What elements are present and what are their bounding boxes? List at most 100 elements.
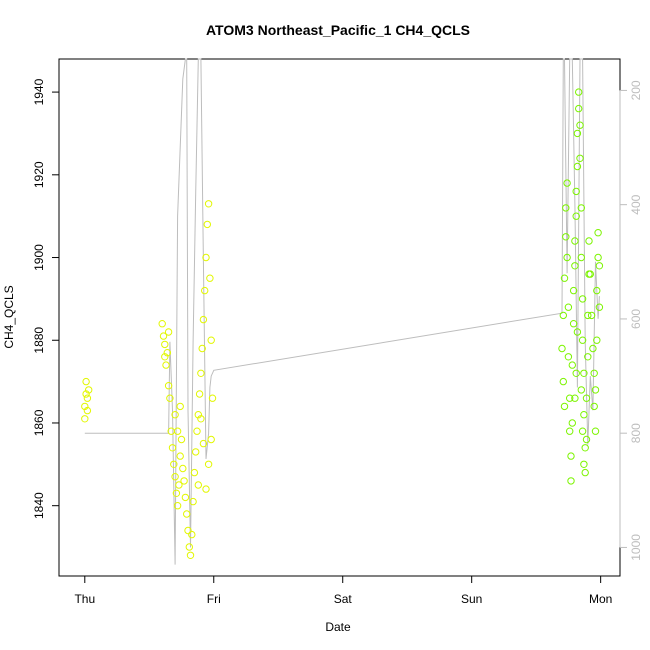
altitude-layer [84, 58, 600, 565]
data-point [581, 468, 589, 477]
data-point [572, 212, 580, 220]
data-point [202, 485, 210, 493]
data-point [204, 200, 213, 208]
x-axis-label: Date [325, 620, 351, 634]
data-point [590, 402, 598, 411]
data-point [594, 253, 602, 262]
data-point [193, 427, 201, 435]
data-point [184, 526, 192, 535]
data-point [568, 419, 576, 427]
data-point [85, 386, 93, 394]
data-point [176, 452, 184, 460]
data-point [571, 394, 579, 402]
data-point [572, 187, 580, 196]
data-point [194, 411, 203, 419]
y2-tick-label: 1000 [629, 534, 643, 561]
data-point [192, 448, 200, 456]
data-point [566, 427, 574, 435]
data-point [571, 262, 579, 270]
data-point [559, 377, 567, 386]
data-point [162, 361, 170, 369]
data-point [83, 394, 92, 402]
chart-title: ATOM3 Northeast_Pacific_1 CH4_QCLS [206, 22, 470, 38]
data-point [590, 369, 598, 377]
y-axis: 1840 1860 1880 1900 1920 1940 [32, 78, 60, 519]
data-point [580, 369, 588, 377]
altitude-line [84, 58, 600, 565]
data-point [82, 377, 90, 386]
data-point [179, 464, 187, 473]
data-point [180, 477, 188, 485]
points-layer [81, 88, 604, 559]
data-point [194, 481, 203, 489]
data-point [171, 411, 179, 419]
data-point [560, 402, 569, 411]
data-point [176, 402, 184, 411]
data-point [577, 253, 585, 262]
data-point [170, 460, 178, 468]
y2-axis: 200 400 600 800 1000 [619, 80, 643, 561]
data-point [163, 349, 172, 357]
data-point [173, 502, 182, 510]
data-point [161, 353, 169, 361]
data-point [197, 369, 205, 377]
y-axis-label: CH4_QCLS [2, 285, 16, 348]
data-point [563, 179, 571, 187]
y-tick-label: 1940 [32, 78, 46, 105]
data-point [571, 237, 579, 245]
y2-tick-label: 400 [629, 194, 643, 214]
data-point [595, 303, 604, 311]
data-point [189, 497, 197, 506]
data-point [201, 286, 209, 295]
data-point [185, 543, 194, 551]
data-point [586, 270, 594, 278]
data-point [567, 477, 575, 485]
data-point [164, 328, 173, 336]
data-point [576, 121, 584, 129]
data-point [186, 551, 195, 559]
data-point [580, 460, 588, 468]
data-point [564, 303, 573, 311]
data-point [577, 204, 585, 212]
data-point [175, 481, 183, 489]
data-point [161, 340, 169, 349]
y2-tick-label: 200 [629, 80, 643, 100]
data-point [202, 253, 210, 262]
data-point [195, 390, 204, 398]
data-point [584, 311, 592, 320]
data-point [562, 204, 570, 212]
data-point [82, 390, 90, 398]
data-point [198, 344, 206, 353]
data-point [563, 253, 571, 262]
data-point [572, 369, 580, 377]
data-point [166, 394, 174, 402]
data-point [190, 468, 199, 477]
data-point [199, 315, 208, 324]
data-point [203, 220, 212, 229]
data-point [573, 129, 582, 138]
data-point [595, 262, 604, 270]
data-point [569, 286, 578, 295]
y2-tick-label: 800 [629, 423, 643, 443]
data-point [183, 510, 191, 518]
data-point [573, 328, 582, 336]
x-tick-label: Sun [461, 592, 482, 606]
data-point [587, 311, 596, 320]
data-point [591, 386, 600, 394]
x-tick-label: Sat [334, 592, 353, 606]
x-axis: Thu Fri Sat Sun Mon [74, 575, 612, 606]
data-point [576, 154, 584, 163]
y-tick-label: 1860 [32, 409, 46, 436]
data-point [207, 336, 215, 344]
data-point [578, 336, 587, 344]
data-point [172, 489, 181, 497]
data-point [562, 233, 570, 241]
data-point [577, 386, 585, 394]
y-tick-label: 1920 [32, 161, 46, 188]
data-point [168, 444, 177, 452]
data-point [177, 435, 186, 444]
data-point [159, 332, 168, 340]
data-point [558, 344, 566, 353]
data-point [181, 493, 190, 502]
data-point [568, 361, 576, 369]
